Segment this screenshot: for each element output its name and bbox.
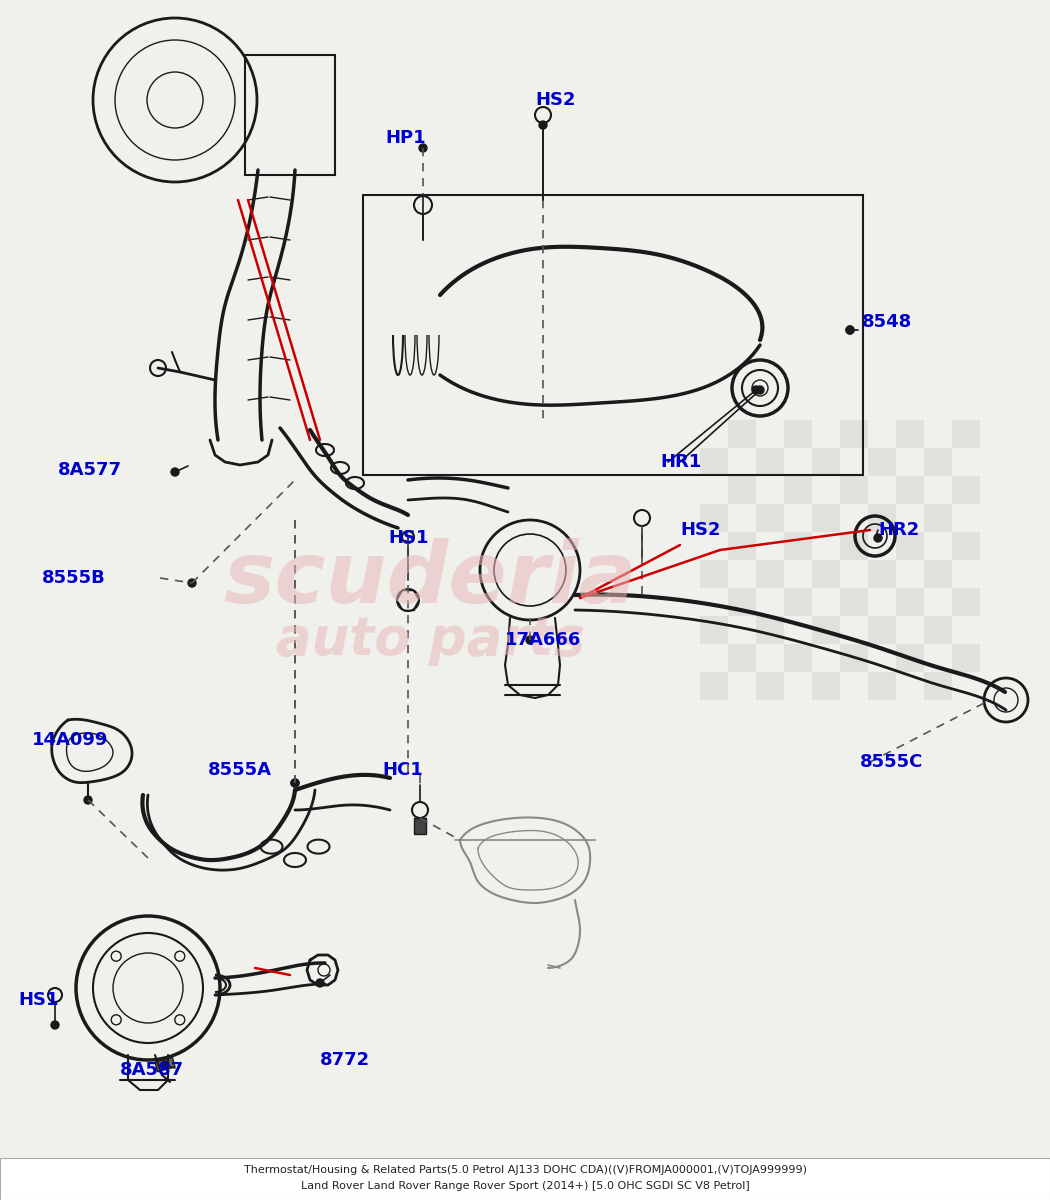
- Text: HS1: HS1: [388, 529, 428, 547]
- Bar: [784, 420, 812, 448]
- Bar: [728, 532, 756, 560]
- Text: 8772: 8772: [320, 1051, 370, 1069]
- Circle shape: [756, 386, 764, 394]
- Bar: [952, 476, 980, 504]
- Bar: [700, 560, 728, 588]
- Bar: [840, 532, 868, 560]
- Text: 8555A: 8555A: [208, 761, 272, 779]
- Text: Land Rover Land Rover Range Rover Sport (2014+) [5.0 OHC SGDI SC V8 Petrol]: Land Rover Land Rover Range Rover Sport …: [300, 1181, 750, 1190]
- Bar: [756, 616, 784, 644]
- Circle shape: [846, 326, 854, 334]
- Bar: [868, 448, 896, 476]
- Bar: [896, 644, 924, 672]
- Bar: [700, 672, 728, 700]
- Bar: [363, 194, 863, 475]
- Bar: [840, 420, 868, 448]
- Text: 8555C: 8555C: [860, 754, 923, 770]
- Bar: [728, 476, 756, 504]
- Bar: [812, 504, 840, 532]
- Bar: [868, 672, 896, 700]
- Text: 8548: 8548: [862, 313, 912, 331]
- Circle shape: [171, 468, 178, 476]
- Bar: [952, 532, 980, 560]
- Bar: [728, 588, 756, 616]
- Bar: [896, 532, 924, 560]
- Bar: [784, 476, 812, 504]
- Text: 8A587: 8A587: [120, 1061, 184, 1079]
- Bar: [896, 588, 924, 616]
- Bar: [756, 448, 784, 476]
- Text: auto parts: auto parts: [275, 614, 585, 666]
- Bar: [812, 560, 840, 588]
- Text: 17A666: 17A666: [505, 631, 582, 649]
- Text: scuderia: scuderia: [223, 539, 637, 622]
- Bar: [924, 504, 952, 532]
- Bar: [756, 560, 784, 588]
- Bar: [924, 448, 952, 476]
- Circle shape: [188, 578, 196, 587]
- Bar: [414, 818, 426, 834]
- Bar: [728, 420, 756, 448]
- Bar: [784, 644, 812, 672]
- Bar: [756, 672, 784, 700]
- Bar: [868, 560, 896, 588]
- Circle shape: [526, 636, 534, 644]
- Bar: [952, 644, 980, 672]
- Text: HP1: HP1: [385, 128, 425, 146]
- Bar: [812, 616, 840, 644]
- Bar: [952, 588, 980, 616]
- Bar: [924, 672, 952, 700]
- Circle shape: [291, 779, 299, 787]
- Bar: [896, 420, 924, 448]
- Circle shape: [846, 326, 854, 334]
- Bar: [245, 55, 335, 175]
- Bar: [0, 1158, 1050, 1200]
- Bar: [700, 616, 728, 644]
- Text: 14A099: 14A099: [32, 731, 108, 749]
- Circle shape: [419, 144, 427, 152]
- Bar: [924, 560, 952, 588]
- Bar: [840, 644, 868, 672]
- Bar: [700, 504, 728, 532]
- Bar: [840, 476, 868, 504]
- Bar: [700, 448, 728, 476]
- Circle shape: [316, 979, 324, 986]
- Text: 8A577: 8A577: [58, 461, 122, 479]
- Bar: [155, 1057, 175, 1072]
- Text: HS1: HS1: [18, 991, 59, 1009]
- Text: Thermostat/Housing & Related Parts(5.0 Petrol AJ133 DOHC CDA)((V)FROMJA000001,(V: Thermostat/Housing & Related Parts(5.0 P…: [244, 1165, 806, 1175]
- Bar: [952, 420, 980, 448]
- Bar: [868, 616, 896, 644]
- Circle shape: [51, 1021, 59, 1028]
- Bar: [812, 672, 840, 700]
- Text: HS2: HS2: [536, 91, 575, 109]
- Bar: [784, 588, 812, 616]
- Text: HR2: HR2: [878, 521, 919, 539]
- Circle shape: [752, 386, 760, 394]
- Text: HS2: HS2: [680, 521, 720, 539]
- Bar: [840, 588, 868, 616]
- Circle shape: [84, 796, 92, 804]
- Bar: [924, 616, 952, 644]
- Circle shape: [539, 121, 547, 128]
- Bar: [728, 644, 756, 672]
- Circle shape: [161, 1061, 169, 1069]
- Circle shape: [874, 534, 882, 542]
- Bar: [868, 504, 896, 532]
- Bar: [784, 532, 812, 560]
- Text: HC1: HC1: [382, 761, 423, 779]
- Circle shape: [291, 779, 299, 787]
- Text: HR1: HR1: [660, 452, 701, 470]
- Bar: [812, 448, 840, 476]
- Bar: [896, 476, 924, 504]
- Bar: [756, 504, 784, 532]
- Text: 8555B: 8555B: [42, 569, 106, 587]
